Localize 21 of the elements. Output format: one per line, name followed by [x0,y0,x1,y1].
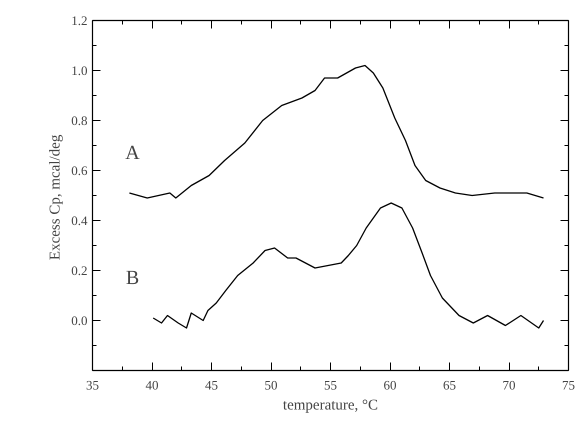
y-tick-label: 0.4 [71,213,88,228]
x-tick-label: 55 [324,378,337,392]
y-tick-label: 1.2 [71,13,88,28]
x-axis-title: temperature, °C [282,398,378,414]
x-tick-label: 40 [146,378,158,392]
y-axis-title: Excess Cp, mcal/deg [47,134,64,260]
line-series [152,202,544,329]
x-tick-label: 65 [443,378,456,392]
y-tick-label: 0.2 [71,263,88,278]
x-tick-label: 70 [502,378,516,392]
y-tick-label: 0.8 [71,113,88,128]
x-tick-label: 45 [205,378,218,392]
x-tick-label: 50 [264,378,278,392]
x-tick-label: 35 [86,378,99,392]
y-tick-label: 0.0 [71,313,88,328]
annotation: A [125,142,140,164]
y-tick-label: 0.6 [71,163,88,178]
x-tick-label: 60 [384,378,396,392]
annotation: B [126,267,140,289]
x-tick-label: 75 [562,378,575,392]
y-tick-label: 1.0 [71,63,88,78]
